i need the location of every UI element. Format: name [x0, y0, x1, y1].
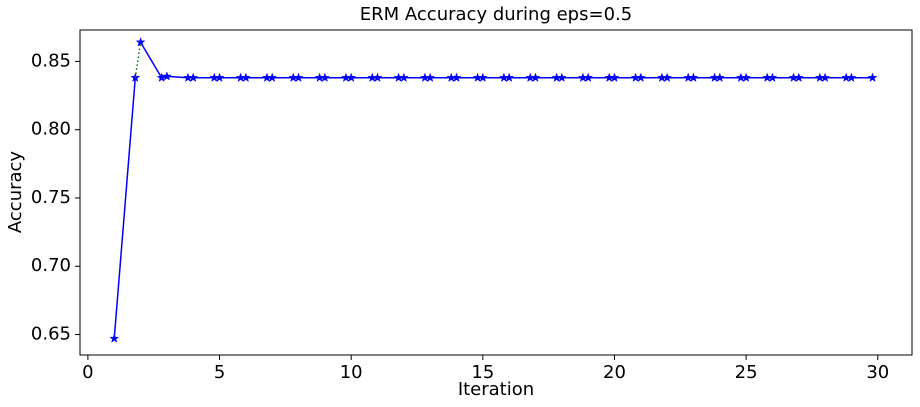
- star-marker: [451, 72, 462, 83]
- y-tick-label: 0.75: [31, 187, 71, 208]
- x-axis-label: Iteration: [458, 379, 534, 400]
- star-marker: [609, 72, 620, 83]
- star-marker: [372, 72, 383, 83]
- star-marker: [583, 72, 594, 83]
- star-marker: [846, 72, 857, 83]
- x-tick-label: 10: [340, 362, 363, 383]
- series-line: [113, 77, 137, 339]
- chart-title: ERM Accuracy during eps=0.5: [360, 4, 632, 25]
- x-tick-label: 15: [471, 362, 494, 383]
- star-marker: [109, 333, 120, 343]
- star-marker: [214, 72, 225, 83]
- star-marker: [504, 72, 515, 83]
- star-marker: [398, 72, 409, 83]
- star-marker: [556, 72, 567, 83]
- star-marker: [714, 72, 725, 83]
- series-line: [139, 41, 873, 79]
- star-marker: [635, 72, 646, 83]
- star-marker: [767, 72, 778, 83]
- plot-frame: [79, 29, 913, 356]
- star-marker: [240, 72, 251, 83]
- star-marker: [267, 72, 278, 83]
- star-marker: [319, 72, 330, 83]
- star-marker: [425, 72, 436, 83]
- x-tick-label: 30: [866, 362, 889, 383]
- x-tick-label: 0: [82, 362, 93, 383]
- y-tick-label: 0.80: [31, 119, 71, 140]
- star-marker: [741, 72, 752, 83]
- star-marker: [346, 72, 357, 83]
- star-marker: [688, 72, 699, 83]
- x-tick-label: 25: [735, 362, 758, 383]
- star-marker: [662, 72, 673, 83]
- star-marker: [477, 72, 488, 83]
- star-marker: [188, 72, 199, 83]
- x-tick-label: 5: [214, 362, 225, 383]
- star-marker: [867, 72, 878, 83]
- star-marker: [156, 72, 167, 83]
- star-marker: [161, 71, 172, 81]
- star-marker: [793, 72, 804, 83]
- y-tick-label: 0.85: [31, 50, 71, 71]
- star-marker: [820, 72, 831, 83]
- y-axis-label: Accuracy: [5, 151, 26, 234]
- star-marker: [293, 72, 304, 83]
- star-marker: [530, 72, 541, 83]
- star-marker: [135, 37, 146, 47]
- y-tick-label: 0.70: [31, 255, 71, 276]
- x-tick-label: 20: [603, 362, 626, 383]
- series-line: [134, 42, 142, 78]
- y-tick-label: 0.65: [31, 324, 71, 345]
